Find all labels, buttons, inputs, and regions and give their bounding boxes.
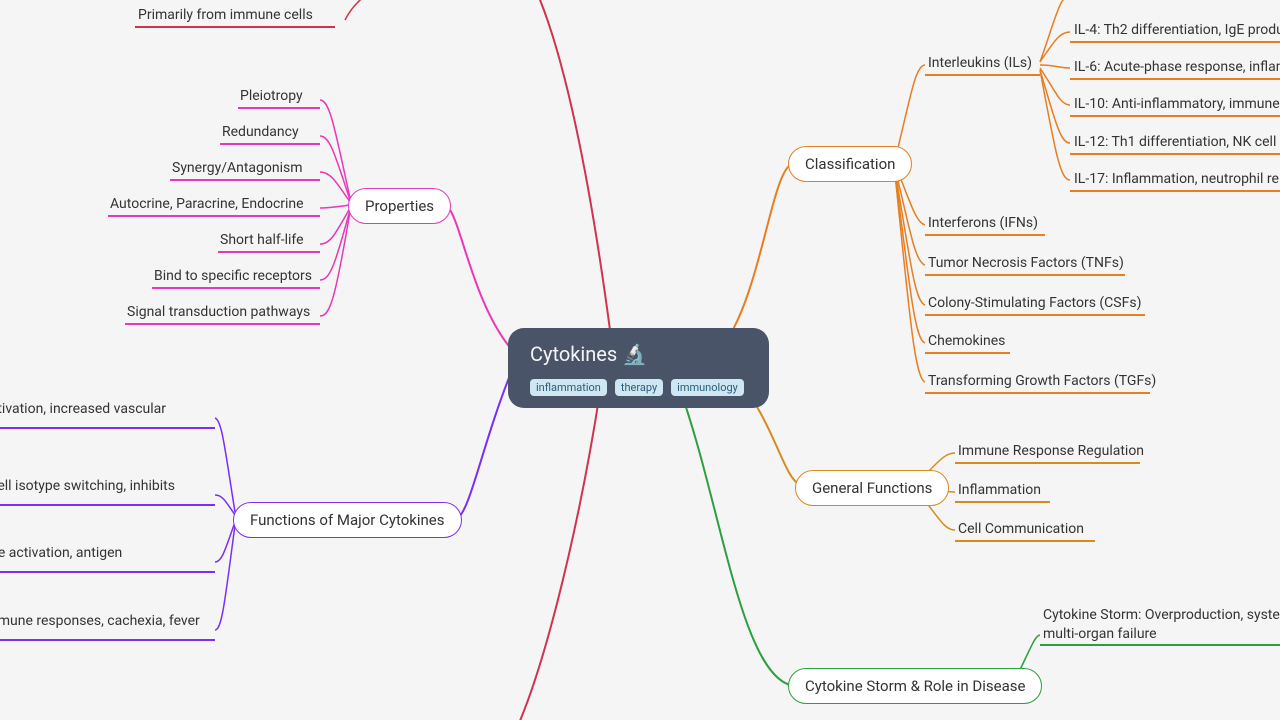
tag-therapy[interactable]: therapy — [615, 379, 663, 396]
leaf-csfs[interactable]: Colony-Stimulating Factors (CSFs) — [928, 295, 1141, 315]
leaf-pleiotropy[interactable]: Pleiotropy — [240, 88, 303, 108]
root-title: Cytokines 🔬 — [530, 342, 747, 366]
leaf-chemokines[interactable]: Chemokines — [928, 333, 1005, 353]
leaf-redundancy[interactable]: Redundancy — [222, 124, 299, 144]
leaf-fm-b[interactable]: cell isotype switching, inhibits — [0, 478, 175, 498]
leaf-halflife[interactable]: Short half-life — [220, 232, 304, 252]
leaf-il4[interactable]: IL-4: Th2 differentiation, IgE produ — [1074, 22, 1280, 42]
leaf-il6[interactable]: IL-6: Acute-phase response, inflam — [1074, 59, 1280, 79]
leaf-fm-d[interactable]: nmune responses, cachexia, fever — [0, 613, 200, 633]
leaf-inflammation[interactable]: Inflammation — [958, 482, 1041, 502]
branch-classification-label: Classification — [805, 155, 895, 173]
leaf-autocrine[interactable]: Autocrine, Paracrine, Endocrine — [110, 196, 304, 216]
root-node[interactable]: Cytokines 🔬 inflammation therapy immunol… — [508, 328, 769, 408]
branch-general-functions-label: General Functions — [812, 479, 932, 497]
leaf-tnfs[interactable]: Tumor Necrosis Factors (TNFs) — [928, 255, 1124, 275]
tag-inflammation[interactable]: inflammation — [530, 379, 607, 396]
leaf-il12[interactable]: IL-12: Th1 differentiation, NK cell a — [1074, 134, 1280, 154]
leaf-interleukins[interactable]: Interleukins (ILs) — [928, 55, 1032, 75]
branch-functions-major[interactable]: Functions of Major Cytokines — [233, 502, 462, 538]
root-tags: inflammation therapy immunology — [530, 372, 747, 396]
leaf-cell-communication[interactable]: Cell Communication — [958, 521, 1084, 541]
leaf-il17[interactable]: IL-17: Inflammation, neutrophil re — [1074, 171, 1279, 191]
branch-general-functions[interactable]: General Functions — [795, 470, 949, 506]
branch-cytokine-storm[interactable]: Cytokine Storm & Role in Disease — [788, 668, 1042, 704]
leaf-fm-a[interactable]: ctivation, increased vascular — [0, 401, 166, 421]
tag-immunology[interactable]: immunology — [671, 379, 744, 396]
leaf-tgfs[interactable]: Transforming Growth Factors (TGFs) — [928, 373, 1156, 393]
branch-cytokine-storm-label: Cytokine Storm & Role in Disease — [805, 677, 1025, 695]
leaf-il10[interactable]: IL-10: Anti-inflammatory, immune — [1074, 96, 1280, 116]
leaf-primarily-immune[interactable]: Primarily from immune cells — [138, 7, 313, 27]
leaf-signal[interactable]: Signal transduction pathways — [127, 304, 310, 324]
leaf-immune-response[interactable]: Immune Response Regulation — [958, 443, 1144, 463]
leaf-interferons[interactable]: Interferons (IFNs) — [928, 215, 1038, 235]
branch-properties[interactable]: Properties — [348, 188, 451, 224]
branch-functions-major-label: Functions of Major Cytokines — [250, 511, 445, 529]
leaf-fm-c[interactable]: ge activation, antigen — [0, 545, 122, 565]
leaf-receptors[interactable]: Bind to specific receptors — [154, 268, 312, 288]
branch-classification[interactable]: Classification — [788, 146, 912, 182]
leaf-cytokine-storm-desc[interactable]: Cytokine Storm: Overproduction, syster m… — [1043, 606, 1280, 648]
branch-properties-label: Properties — [365, 197, 434, 215]
leaf-synergy[interactable]: Synergy/Antagonism — [172, 160, 303, 180]
